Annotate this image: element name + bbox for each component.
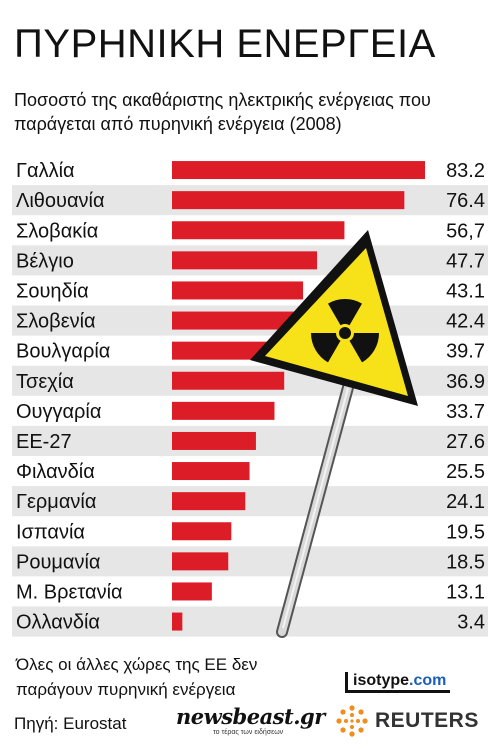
category-label: Γαλλία [16,160,75,182]
value-label: 33.7 [446,401,485,423]
value-label: 47.7 [446,250,485,272]
category-label: Βέλγιο [16,250,74,272]
isotype-logo-text: isotype [353,672,410,689]
bar [172,221,345,240]
bar-chart: Γαλλία 83.2 Λιθουανία 76.4 Σλοβακία 56,7 Βέλγι… [12,160,488,638]
value-label: 36.9 [446,371,485,393]
category-label: Σουηδία [16,280,89,302]
category-label: Ολλανδία [16,612,100,634]
category-label: Λιθουανία [16,190,105,212]
category-label: Βουλγαρία [16,341,110,363]
bar [172,311,301,330]
newsbeast-tagline: το τέρας των ειδήσεων [213,729,284,736]
bar [172,431,256,450]
bar [172,492,246,511]
value-label: 43.1 [446,280,485,302]
reuters-logo-text: REUTERS [375,709,479,732]
bar [172,161,425,180]
footnote-line-1: Όλες οι άλλες χώρες της ΕΕ δεν [16,655,258,674]
category-label: Σλοβενία [16,311,96,333]
row-stripe [12,546,488,577]
row-stripe [12,606,488,637]
category-label: Φιλανδία [16,461,95,483]
category-label: Ισπανία [16,521,85,543]
radiation-warning-sign-icon [250,230,418,638]
value-label: 39.7 [446,341,485,363]
bar [172,522,232,541]
bar [172,191,405,210]
value-label: 25.5 [446,461,485,483]
category-label: Σλοβακία [16,220,98,242]
bar [172,251,318,270]
reuters-dots-icon [336,705,368,737]
value-label: 27.6 [446,431,485,453]
chart-subtitle: Ποσοστό της ακαθάριστης ηλεκτρικής ενέργ… [14,90,431,134]
bar [172,401,275,420]
category-label: Ρουμανία [16,551,101,573]
value-label: 18.5 [446,551,485,573]
isotype-logo: isotype.com [345,672,451,693]
category-label: Μ. Βρετανία [16,581,123,603]
row-stripe [12,486,488,517]
source-note: Πηγή: Eurostat [14,714,127,733]
value-label: 76.4 [446,190,485,212]
category-label: ΕΕ-27 [16,431,72,453]
bar [172,582,212,601]
value-label: 3.4 [457,612,485,634]
value-label: 83.2 [446,160,485,182]
value-label: 24.1 [446,491,485,513]
value-label: 56,7 [446,220,485,242]
page-title: ΠΥΡΗΝΙΚΗ ΕΝΕΡΓΕΙΑ [14,22,436,66]
bar [172,371,285,390]
bar [172,612,183,631]
category-label: Ουγγαρία [16,401,101,423]
footnote: Όλες οι άλλες χώρες της ΕΕ δεν παράγουν … [16,652,257,702]
category-label: Τσεχία [16,371,74,393]
bar [172,462,250,481]
bar [172,552,229,571]
category-label: Γερμανία [16,491,96,513]
newsbeast-logo: newsbeast.gr [176,704,325,729]
value-label: 19.5 [446,521,485,543]
isotype-logo-suffix: .com [409,672,447,689]
value-label: 13.1 [446,581,485,603]
footnote-line-2: παράγουν πυρηνική ενέργεια [16,680,236,699]
value-label: 42.4 [446,311,485,333]
bar [172,281,304,300]
